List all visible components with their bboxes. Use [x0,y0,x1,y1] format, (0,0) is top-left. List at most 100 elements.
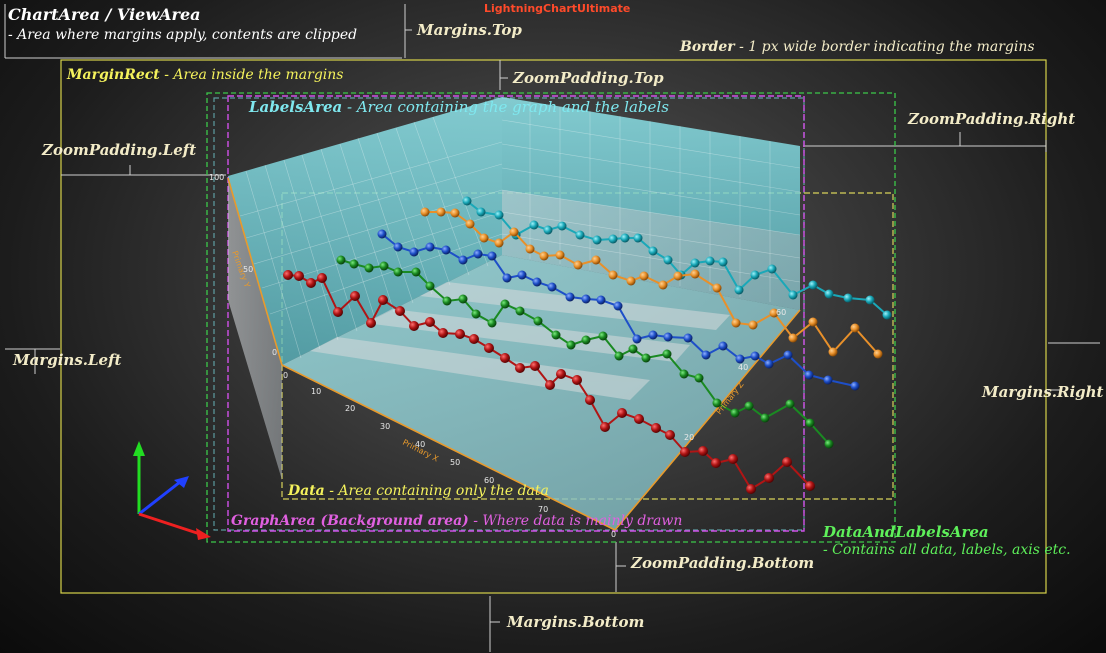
red-series-point [711,458,721,468]
chart-area-title: ChartArea / ViewArea [8,5,201,24]
green-series-point [533,316,543,326]
red-series-point [764,473,774,483]
green-series-point [598,331,608,341]
z-tick-label: 20 [684,433,694,442]
chart-area-description: - Area where margins apply, contents are… [8,27,358,43]
blue-series-point [613,301,623,311]
orange-series-point [450,208,460,218]
blue-series-point [750,351,760,361]
green-series-point [805,418,815,428]
blue-series-point [532,277,542,287]
red-series-point [698,446,708,456]
teal-series-point [808,280,818,290]
blue-series-point [377,229,387,239]
orange-series-point [494,238,504,248]
data-label-desc: - Area containing only the data [324,483,549,499]
orange-series-point [420,207,430,217]
blue-series-point [735,354,745,364]
teal-series-point [865,295,875,305]
blue-series-point [683,333,693,343]
data-and-labels-area-rect [206,92,896,543]
green-series-point [425,281,435,291]
red-series-point [805,481,815,491]
data-and-labels-area-title: DataAndLabelsArea [823,523,989,541]
blue-series-point [581,294,591,304]
red-series-point [545,380,555,390]
orange-series-point [525,244,535,254]
labels-area-label: LabelsArea - Area containing the graph a… [249,100,669,115]
y-tick-label: 100 [209,173,224,182]
margin-rect-label-desc: - Area inside the margins [159,67,344,83]
green-series-point [662,349,672,359]
blue-series-point [804,370,814,380]
blue-series-point [783,350,793,360]
orange-series-point [639,271,649,281]
orange-series-point [769,308,779,318]
teal-series-point [734,285,744,295]
zoom-padding-bottom-label: ZoomPadding.Bottom [631,554,815,572]
green-series-point [442,296,452,306]
labels-area-label-name: LabelsArea [249,98,343,116]
data-label: Data - Area containing only the data [288,484,549,498]
teal-series-point [882,310,892,320]
margin-rect-label-name: MarginRect [67,67,160,83]
orange-series-point [608,270,618,280]
graph-area-label-desc: - Where data is mainly drawn [468,513,683,529]
zoom-padding-top-label: ZoomPadding.Top [513,69,664,87]
teal-series-point [529,220,539,230]
red-series-point [782,457,792,467]
teal-series-point [690,258,700,268]
green-series-point [744,401,754,411]
green-series-point [581,335,591,345]
red-series-point [617,408,627,418]
orange-series-point [573,260,583,270]
series-layer [283,196,892,494]
green-series-point [411,267,421,277]
green-series-point [393,267,403,277]
x-tick-label: 50 [450,458,460,467]
orange-series-point [788,333,798,343]
x-tick-label: 70 [538,505,548,514]
orange-series-point [539,251,549,261]
z-tick-label: 40 [738,363,748,372]
green-series-point [694,373,704,383]
red-series-point [651,423,661,433]
orange-series-point [850,323,860,333]
teal-series-point [543,225,553,235]
red-series-point [746,484,756,494]
red-series-point [366,318,376,328]
red-series-point [556,369,566,379]
green-series-point [458,294,468,304]
teal-series-point [767,264,777,274]
border-rect [60,59,1047,594]
blue-series-point [701,350,711,360]
blue-series-point [502,273,512,283]
red-series-point [283,270,293,280]
blue-series-point [565,292,575,302]
blue-series-point [850,381,860,391]
teal-series-point [592,235,602,245]
blue-series-point [425,242,435,252]
axis-indicator [133,441,211,540]
green-series-point [349,259,359,269]
margins-left-label: Margins.Left [13,351,122,369]
green-series-point [614,351,624,361]
teal-series-point [843,293,853,303]
red-series-point [680,447,690,457]
green-series-point [471,309,481,319]
orange-series-point [690,269,700,279]
z-tick-label: 60 [776,308,786,317]
red-series-point [455,329,465,339]
x-tick-label: 30 [380,422,390,431]
teal-series-point [648,246,658,256]
green-series-point [679,369,689,379]
teal-series-point [633,233,643,243]
axis-lines [227,177,801,531]
x-tick-label: 60 [484,476,494,485]
green-series-point [628,344,638,354]
blue-series-point [473,249,483,259]
blue-series-point [596,295,606,305]
red-series-point [515,363,525,373]
green-series-point [515,306,525,316]
